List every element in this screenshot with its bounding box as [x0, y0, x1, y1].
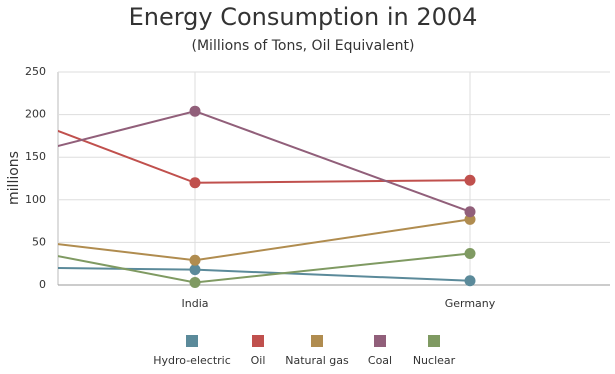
marker	[464, 275, 476, 287]
y-tick-label: 100	[25, 193, 46, 206]
x-tick-label: India	[182, 297, 209, 310]
legend-label: Nuclear	[413, 354, 456, 367]
legend-swatch	[428, 335, 440, 347]
marker	[464, 174, 476, 186]
marker	[464, 213, 476, 225]
marker	[189, 254, 201, 266]
marker	[189, 264, 201, 276]
legend-swatch	[186, 335, 198, 347]
legend-label: Natural gas	[285, 354, 349, 367]
legend-swatch	[311, 335, 323, 347]
x-tick-label: Germany	[445, 297, 496, 310]
marker	[189, 177, 201, 189]
marker	[464, 206, 476, 218]
marker	[464, 247, 476, 259]
y-axis-label: millions	[6, 151, 22, 205]
marker	[189, 276, 201, 288]
y-tick-label: 150	[25, 150, 46, 163]
legend-swatch	[252, 335, 264, 347]
line	[58, 218, 471, 262]
chart-subtitle: (Millions of Tons, Oil Equivalent)	[192, 38, 415, 54]
y-tick-label: 200	[25, 108, 46, 121]
legend-swatch	[374, 335, 386, 347]
marker	[189, 105, 201, 117]
y-tick-label: 250	[25, 65, 46, 78]
legend-label: Hydro-electric	[153, 354, 231, 367]
legend-label: Oil	[251, 354, 266, 367]
plot-area	[58, 105, 476, 288]
line	[58, 129, 471, 184]
chart-title: Energy Consumption in 2004	[129, 3, 478, 31]
legend-label: Coal	[368, 354, 392, 367]
y-tick-label: 0	[39, 278, 46, 291]
grid: 0 50 100 150 200 250 India Germany	[25, 65, 610, 310]
line	[58, 110, 471, 213]
y-tick-label: 50	[32, 235, 46, 248]
line	[58, 252, 471, 284]
legend: Hydro-electric Oil Natural gas Coal Nuclear	[153, 335, 456, 367]
